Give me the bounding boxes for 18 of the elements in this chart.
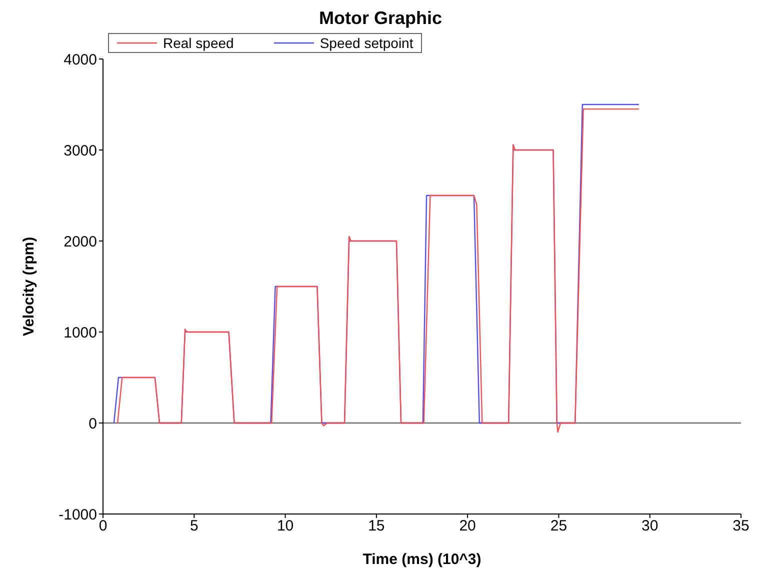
y-tick-label: 2000: [64, 233, 97, 250]
x-tick-label: 25: [550, 518, 568, 535]
x-tick-label: 35: [732, 518, 750, 535]
y-tick-label: 0: [88, 415, 97, 432]
x-tick-label: 30: [642, 518, 658, 535]
x-tick-label: 5: [190, 518, 198, 535]
legend-label: Speed setpoint: [318, 35, 414, 51]
x-tick-label: 20: [459, 518, 476, 535]
y-tick-label: -1000: [58, 506, 97, 524]
y-tick-label: 3000: [64, 142, 97, 160]
y-tick-label: 4000: [64, 51, 97, 68]
y-tick-label: 1000: [64, 324, 97, 342]
y-axis-title: Velocity (rpm): [20, 236, 38, 336]
legend-label: Real speed: [162, 35, 234, 51]
x-axis-title: Time (ms) (10^3): [362, 551, 482, 568]
x-tick-label: 10: [276, 518, 294, 535]
chart-title: Motor Graphic: [318, 8, 443, 29]
x-tick-label: 15: [368, 518, 385, 535]
